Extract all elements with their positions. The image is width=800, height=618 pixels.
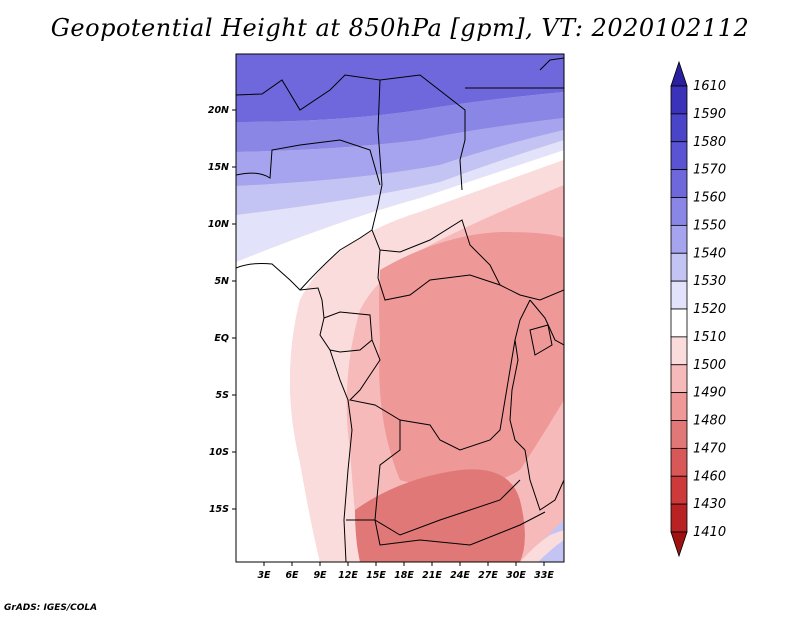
sahel-border xyxy=(236,139,381,186)
lake-chain xyxy=(509,339,526,451)
colorbar-label: 1580 xyxy=(693,135,726,150)
band-1530 xyxy=(236,140,564,262)
grads-credit: GrADS: IGES/COLA xyxy=(4,603,98,613)
lon-tick: 9E xyxy=(313,570,327,581)
colorbar-segment xyxy=(670,503,688,533)
car-border xyxy=(377,249,501,301)
sahara-border-1 xyxy=(236,74,383,186)
colorbar-label: 1570 xyxy=(693,163,726,178)
colorbar-segment xyxy=(670,197,688,226)
cameroon-border xyxy=(299,229,373,291)
lat-tick: 5N xyxy=(214,276,229,287)
band-1520 xyxy=(236,150,564,562)
colorbar-bottom-arrow xyxy=(670,531,688,558)
colorbar-segment xyxy=(670,85,688,115)
colorbar-segment xyxy=(670,447,688,477)
band-1540 xyxy=(236,130,564,215)
colorbar-segment xyxy=(670,252,688,282)
colorbar-segment xyxy=(670,364,688,394)
lon-tick: 27E xyxy=(478,570,498,581)
red-sea-coast xyxy=(539,57,564,71)
colorbar-label: 1430 xyxy=(693,497,726,512)
lat-tick: EQ xyxy=(214,333,229,344)
colorbar-label: 1480 xyxy=(693,414,726,429)
colorbar-segment xyxy=(670,169,688,198)
lon-tick: 18E xyxy=(394,570,414,581)
colorbar-label: 1550 xyxy=(693,218,726,233)
colorbar-label: 1540 xyxy=(693,246,726,261)
colorbar-segment xyxy=(670,420,688,449)
lat-tick: 5S xyxy=(216,390,230,401)
colorbar-segment xyxy=(670,113,688,143)
lon-tick: 21E xyxy=(422,570,442,581)
drc-border xyxy=(348,299,531,451)
colorbar-label: 1470 xyxy=(693,441,726,456)
colorbar: 1610 1590 1580 1570 1560 1550 1540 1530 1520 1510… xyxy=(670,60,726,558)
lon-tick: 12E xyxy=(338,570,358,581)
colorbar-segment xyxy=(670,308,688,338)
colorbar-label: 1610 xyxy=(693,79,726,94)
band-1490-south xyxy=(520,430,564,562)
latitude-axis: 20N 15N 10N 5N EQ 5S 10S 15S xyxy=(208,105,236,515)
band-1500-se xyxy=(520,530,564,562)
band-1550 xyxy=(236,118,564,186)
colorbar-label: 1410 xyxy=(693,525,726,540)
colorbar-label: 1490 xyxy=(693,386,726,401)
lon-tick: 6E xyxy=(285,570,299,581)
longitude-axis: 3E 6E 9E 12E 15E 18E 21E 24E 27E 30E 33E xyxy=(257,562,554,581)
lon-tick: 33E xyxy=(534,570,554,581)
colorbar-label: 1560 xyxy=(693,191,726,206)
lat-tick: 10S xyxy=(209,447,229,458)
lon-tick: 3E xyxy=(257,570,271,581)
lat-tick: 10N xyxy=(208,219,229,230)
map-frame xyxy=(235,53,565,563)
colorbar-segment xyxy=(670,280,688,310)
colorbar-label: 1510 xyxy=(693,330,726,345)
map-title: Geopotential Height at 850hPa [gpm], VT:… xyxy=(50,14,750,42)
west-africa-coastline xyxy=(236,263,353,562)
sahara-border-2 xyxy=(379,74,466,191)
colorbar-label: 1520 xyxy=(693,302,726,317)
band-1480-south xyxy=(355,469,525,562)
colorbar-segment xyxy=(670,336,688,366)
lon-tick: 24E xyxy=(450,570,470,581)
lat-tick: 15N xyxy=(208,162,229,173)
lon-tick: 30E xyxy=(506,570,526,581)
angola-zambia-border xyxy=(374,420,521,536)
political-boundaries xyxy=(236,57,564,562)
colorbar-label: 1530 xyxy=(693,274,726,289)
lat-tick: 15S xyxy=(209,504,229,515)
colorbar-label: 1460 xyxy=(693,469,726,484)
band-1510 xyxy=(290,160,564,562)
band-1560 xyxy=(236,92,564,152)
colorbar-segment xyxy=(670,224,688,254)
lon-tick: 15E xyxy=(366,570,386,581)
namibia-border xyxy=(346,511,546,546)
colorbar-label: 1500 xyxy=(693,358,726,373)
lat-tick: 20N xyxy=(208,105,229,116)
colorbar-segment xyxy=(670,392,688,421)
colorbar-label: 1590 xyxy=(693,107,726,122)
mozambique-border xyxy=(524,449,564,511)
east-africa-border xyxy=(529,299,564,346)
colorbar-top-arrow xyxy=(670,60,688,87)
colorbar-segment xyxy=(670,141,688,171)
colorbar-segment xyxy=(670,475,688,505)
lake-victoria xyxy=(529,324,553,356)
band-1570 xyxy=(236,54,564,122)
